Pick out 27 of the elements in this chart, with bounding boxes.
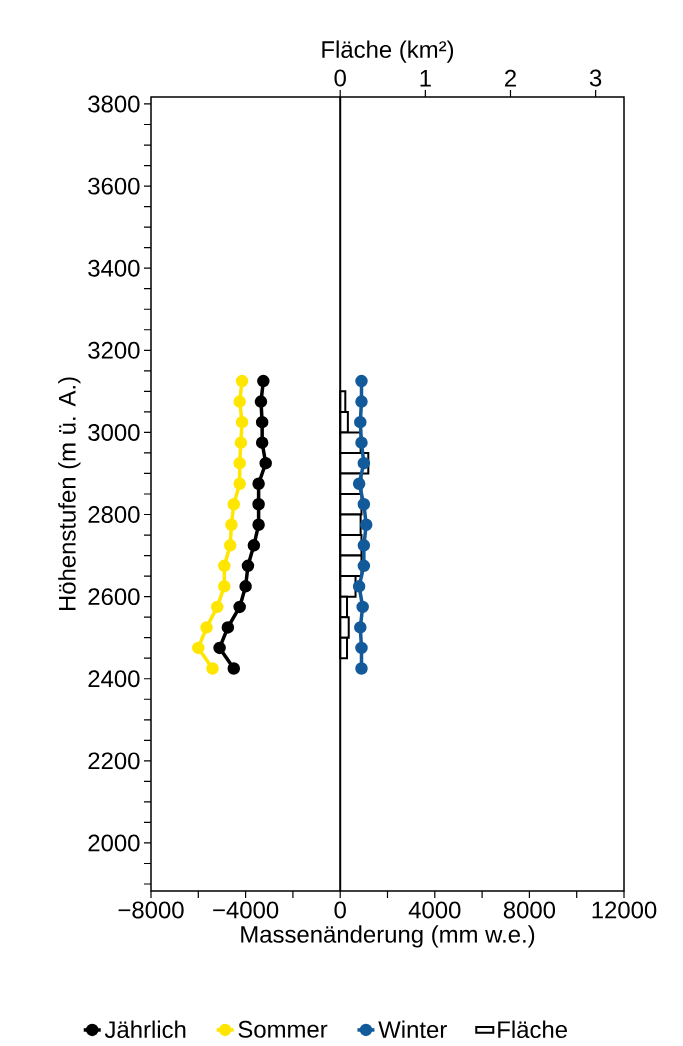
x-tick-label: 0 bbox=[334, 901, 346, 919]
y-tick-label: 2200 bbox=[88, 752, 140, 770]
y-tick-label: 3000 bbox=[88, 423, 140, 441]
y-tick-label: 3200 bbox=[88, 341, 140, 359]
x-axis-title: Massenänderung (mm w.e.) bbox=[241, 925, 535, 948]
x2-tick-label: 0 bbox=[334, 69, 346, 87]
y-tick-label: 2600 bbox=[88, 588, 140, 606]
x2-tick-label: 2 bbox=[505, 69, 516, 87]
y-tick-label: 3800 bbox=[88, 95, 140, 113]
legend-label: Jährlich bbox=[104, 1020, 186, 1039]
y-tick-label: 3600 bbox=[88, 177, 140, 195]
x-tick-label: −8000 bbox=[118, 901, 184, 919]
x2-axis-title: Fläche (km²) bbox=[322, 40, 454, 63]
x-tick-label: 8000 bbox=[503, 901, 556, 919]
y-axis-title: Höhenstufen (m ü. A.) bbox=[58, 377, 81, 611]
x2-tick-label: 3 bbox=[589, 69, 602, 87]
legend-label: Winter bbox=[378, 1020, 447, 1039]
y-tick-label: 3400 bbox=[88, 259, 140, 277]
legend-label: Sommer bbox=[238, 1020, 328, 1038]
y-tick-label: 2800 bbox=[88, 506, 140, 523]
legend-label: Fläche bbox=[498, 1020, 567, 1039]
y-tick-label: 2000 bbox=[88, 834, 140, 852]
y-tick-label: 2400 bbox=[88, 670, 140, 688]
x-tick-label: 4000 bbox=[408, 901, 461, 919]
x-tick-label: 12000 bbox=[592, 901, 657, 919]
x2-tick-label: 1 bbox=[420, 70, 431, 87]
x-tick-label: −4000 bbox=[213, 901, 279, 919]
